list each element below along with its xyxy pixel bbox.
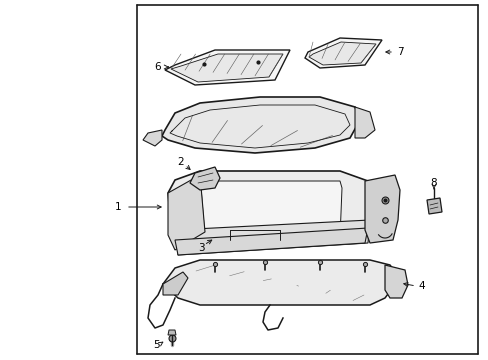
Text: 2: 2 [177,157,184,167]
Polygon shape [426,198,441,214]
Polygon shape [162,97,359,153]
Polygon shape [305,38,381,68]
Text: 7: 7 [396,47,403,57]
Polygon shape [200,175,341,238]
Polygon shape [354,107,374,138]
Text: 6: 6 [154,62,161,72]
Polygon shape [168,330,176,335]
Polygon shape [171,54,283,82]
Polygon shape [364,175,399,243]
Text: 4: 4 [417,281,424,291]
Polygon shape [384,265,407,298]
Text: 3: 3 [197,243,204,253]
Text: 1: 1 [115,202,121,212]
Polygon shape [190,167,220,190]
Polygon shape [163,272,187,295]
Text: 8: 8 [430,178,436,188]
Polygon shape [175,228,367,255]
Polygon shape [164,50,289,85]
Polygon shape [168,175,204,250]
Polygon shape [168,171,374,243]
Text: 5: 5 [153,340,160,350]
Polygon shape [163,260,399,305]
Polygon shape [308,42,375,65]
Polygon shape [142,130,162,146]
Polygon shape [175,220,369,255]
